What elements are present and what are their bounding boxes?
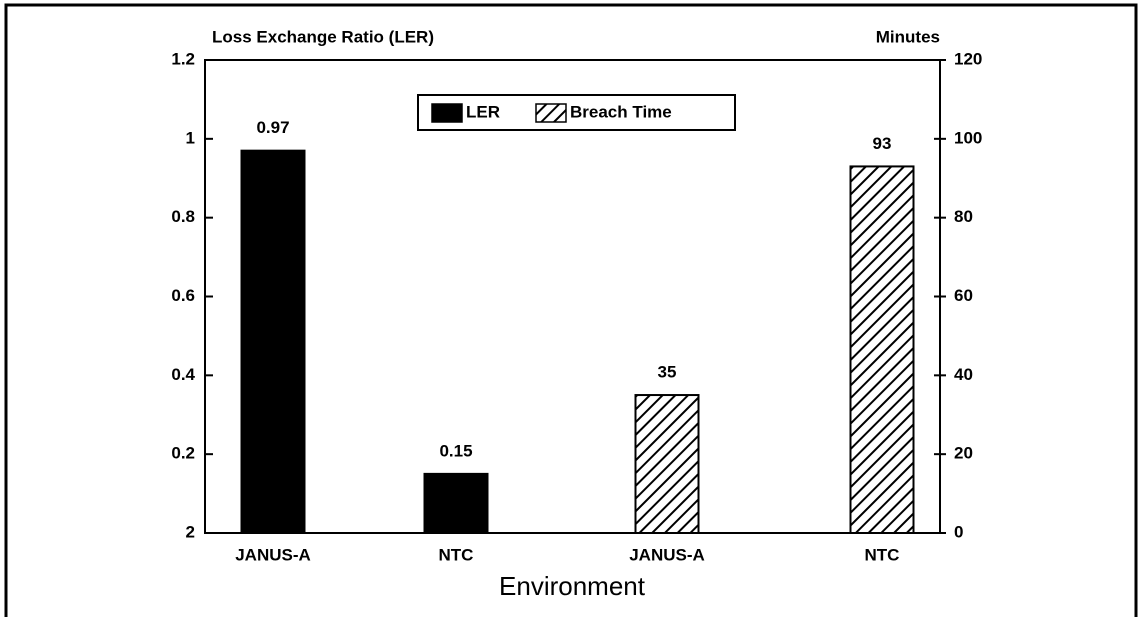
legend-label: LER — [466, 102, 500, 121]
y2-tick-label: 60 — [954, 286, 973, 305]
legend-swatch — [431, 103, 463, 123]
x-tick-label: NTC — [439, 545, 474, 564]
y2-tick-label: 20 — [954, 444, 973, 463]
y-tick-label: 0.6 — [171, 286, 195, 305]
x-tick-label: NTC — [865, 545, 900, 564]
y2-axis-label: Minutes — [876, 27, 940, 46]
y-axis-label: Loss Exchange Ratio (LER) — [212, 27, 434, 46]
bar — [849, 165, 915, 535]
y2-tick-label: 100 — [954, 128, 982, 147]
y-tick-label: 2 — [186, 522, 195, 541]
y2-tick-label: 120 — [954, 49, 982, 68]
y2-tick-label: 0 — [954, 522, 963, 541]
legend-label: Breach Time — [570, 102, 672, 121]
data-label: 93 — [873, 134, 892, 153]
bar — [423, 472, 489, 534]
bar — [240, 149, 306, 535]
y-tick-label: 1.2 — [171, 49, 195, 68]
data-label: 0.97 — [256, 118, 289, 137]
data-label: 35 — [658, 363, 677, 382]
data-label: 0.15 — [439, 441, 472, 460]
x-axis-label: Environment — [499, 571, 646, 601]
legend-swatch — [535, 103, 567, 123]
y2-tick-label: 40 — [954, 365, 973, 384]
x-tick-label: JANUS-A — [629, 545, 705, 564]
y-tick-label: 1 — [186, 128, 195, 147]
x-tick-label: JANUS-A — [235, 545, 311, 564]
y-tick-label: 0.2 — [171, 444, 195, 463]
y-tick-label: 0.4 — [171, 365, 195, 384]
y2-tick-label: 80 — [954, 207, 973, 226]
frame — [4, 3, 1138, 617]
legend-box — [417, 94, 736, 131]
bar — [634, 394, 700, 534]
y-tick-label: 0.8 — [171, 207, 195, 226]
